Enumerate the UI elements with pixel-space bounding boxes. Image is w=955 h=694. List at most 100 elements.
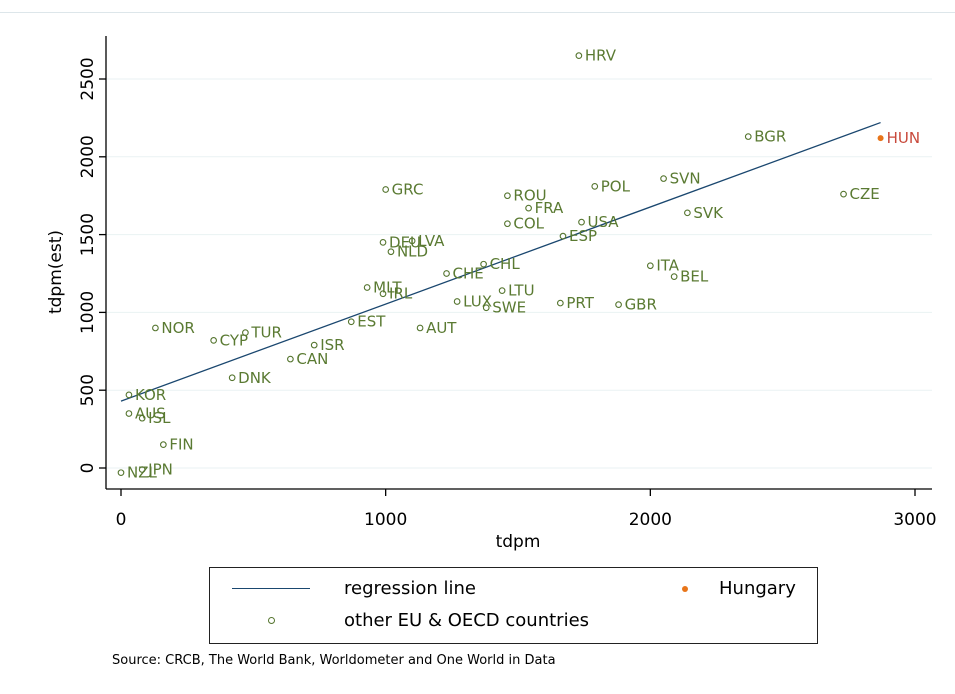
point-label-lva: LVA — [418, 232, 445, 250]
y-axis-title: tdpm(est) — [46, 230, 66, 314]
point-label-gbr: GBR — [625, 296, 657, 314]
data-point-mlt — [363, 284, 371, 291]
point-label-grc: GRC — [392, 180, 424, 198]
data-point-lva — [408, 237, 416, 245]
data-point-pol — [591, 183, 599, 190]
x-axis-title: tdpm — [496, 532, 541, 552]
data-point-che — [443, 270, 450, 277]
y-tick-label: 0 — [78, 463, 98, 474]
point-label-fin: FIN — [169, 436, 193, 454]
legend: regression line Hungary other EU & OECD … — [209, 567, 818, 644]
regression-layer — [120, 121, 881, 402]
hollow-dot-swatch — [232, 617, 310, 624]
regression-line-swatch — [232, 588, 310, 589]
data-point-aut — [416, 324, 424, 332]
point-label-cyp: CYP — [220, 331, 248, 349]
point-label-aus: AUS — [135, 405, 166, 423]
filled-dot-swatch — [665, 585, 705, 592]
point-label-svk: SVK — [693, 204, 724, 222]
point-label-deu: DEU — [389, 233, 421, 251]
point-label-est: EST — [357, 313, 386, 331]
y-tick-label: 2000 — [78, 135, 98, 178]
data-point-deu — [379, 239, 387, 246]
data-point-lux — [453, 298, 461, 305]
point-label-isl: ISL — [148, 409, 171, 427]
point-label-isr: ISR — [320, 336, 344, 354]
data-point-usa — [578, 218, 585, 226]
legend-item-others: other EU & OECD countries — [232, 610, 589, 631]
point-label-can: CAN — [296, 350, 328, 368]
point-label-jpn: JPN — [147, 461, 173, 479]
point-label-lux: LUX — [463, 293, 492, 311]
point-label-svn: SVN — [670, 170, 701, 188]
data-point-nor — [152, 324, 159, 332]
point-label-ltu: LTU — [508, 282, 534, 300]
data-point-svn — [660, 175, 667, 182]
outer-divider — [0, 12, 955, 13]
point-label-nor: NOR — [161, 319, 194, 337]
data-point-hrv — [575, 52, 583, 60]
point-label-esp: ESP — [569, 227, 597, 245]
legend-regression-label: regression line — [344, 578, 476, 599]
data-point-kor — [125, 391, 133, 399]
point-label-prt: PRT — [566, 294, 594, 312]
data-point-fra — [525, 204, 532, 212]
data-point-hun — [877, 135, 884, 142]
point-label-cze: CZE — [850, 185, 880, 203]
data-point-fin — [159, 441, 167, 449]
y-tick-label: 2500 — [78, 57, 98, 100]
point-label-bgr: BGR — [754, 128, 786, 146]
data-point-tur — [242, 329, 249, 336]
point-label-chl: CHL — [490, 255, 521, 273]
point-label-swe: SWE — [492, 299, 526, 317]
data-point-irl — [379, 290, 387, 298]
data-point-aus — [125, 410, 133, 417]
x-tick-label: 2000 — [629, 510, 672, 530]
data-point-swe — [482, 304, 490, 312]
point-label-tur: TUR — [250, 324, 282, 342]
point-label-bel: BEL — [680, 268, 709, 286]
y-tick-label: 1500 — [78, 213, 98, 256]
x-tick-label: 0 — [116, 510, 127, 530]
data-point-prt — [556, 299, 564, 307]
regression-line — [120, 121, 881, 402]
point-label-che: CHE — [453, 265, 484, 283]
legend-item-regression: regression line — [232, 578, 476, 599]
data-point-svk — [684, 209, 691, 217]
data-point-jpn — [138, 466, 146, 473]
point-label-kor: KOR — [135, 386, 166, 404]
data-point-dnk — [228, 374, 236, 382]
x-tick-label: 3000 — [893, 510, 936, 530]
data-point-ita — [646, 262, 654, 270]
point-label-irl: IRL — [389, 285, 413, 303]
data-point-col — [504, 220, 511, 228]
point-label-fra: FRA — [535, 199, 564, 217]
data-point-bel — [670, 273, 678, 280]
legend-others-label: other EU & OECD countries — [344, 610, 590, 631]
point-label-pol: POL — [601, 177, 631, 195]
data-point-gbr — [615, 301, 622, 308]
y-tick-label: 500 — [78, 374, 98, 406]
axes: 0 500 1000 1500 2000 2500 0 1000 2000 3000 — [78, 36, 937, 530]
data-point-est — [347, 318, 355, 326]
point-label-col: COL — [513, 215, 544, 233]
data-point-nld — [387, 248, 395, 256]
point-label-hrv: HRV — [585, 47, 617, 65]
data-point-nzl — [117, 469, 125, 477]
data-point-esp — [559, 232, 567, 240]
data-point-isl — [138, 414, 146, 422]
data-point-cyp — [210, 337, 217, 344]
data-point-chl — [480, 260, 487, 268]
point-label-ita: ITA — [656, 257, 679, 275]
data-point-cze — [840, 190, 847, 198]
data-point-can — [287, 355, 294, 363]
point-label-hun: HUN — [887, 129, 920, 147]
y-tick-label: 1000 — [78, 291, 98, 334]
point-label-nld: NLD — [397, 243, 428, 261]
point-label-usa: USA — [588, 213, 620, 231]
data-point-grc — [382, 186, 390, 193]
point-label-aut: AUT — [426, 319, 457, 337]
source-note: Source: CRCB, The World Bank, Worldomete… — [112, 653, 556, 668]
data-point-rou — [504, 192, 511, 200]
